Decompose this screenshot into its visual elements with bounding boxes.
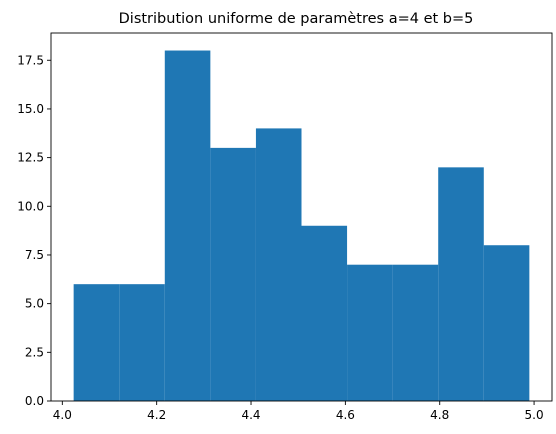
y-tick-label: 12.5 [17,151,44,165]
x-tick-label: 4.6 [336,408,355,422]
y-tick-label: 5.0 [25,297,44,311]
histogram-bar [347,264,393,401]
y-tick-label: 17.5 [17,53,44,67]
histogram-bar [392,264,439,401]
x-tick-label: 4.8 [430,408,449,422]
histogram-bar [301,225,348,401]
histogram-bar [438,167,484,401]
y-tick-label: 7.5 [25,248,44,262]
histogram-bar [119,284,165,401]
histogram-bar [210,147,256,401]
x-tick-label: 4.0 [53,408,72,422]
x-tick-label: 4.4 [241,408,260,422]
histogram-bar [255,128,302,401]
y-tick-label: 0.0 [25,394,44,408]
x-axis-ticks: 4.0 4.2 4.4 4.6 4.8 5.0 [53,401,544,422]
plot-frame [50,32,553,402]
histogram-bars [73,50,530,402]
chart-title: Distribution uniforme de paramètres a=4 … [119,11,474,27]
y-tick-label: 10.0 [17,199,44,213]
histogram-bar [483,245,530,401]
y-tick-label: 15.0 [17,102,44,116]
x-tick-label: 5.0 [525,408,544,422]
y-tick-label: 2.5 [25,345,44,359]
histogram-bar [164,50,211,402]
y-axis-ticks: 0.0 2.5 5.0 7.5 10.0 12.5 15.0 17.5 [17,53,51,408]
x-tick-label: 4.2 [147,408,166,422]
histogram-bar [73,284,120,401]
